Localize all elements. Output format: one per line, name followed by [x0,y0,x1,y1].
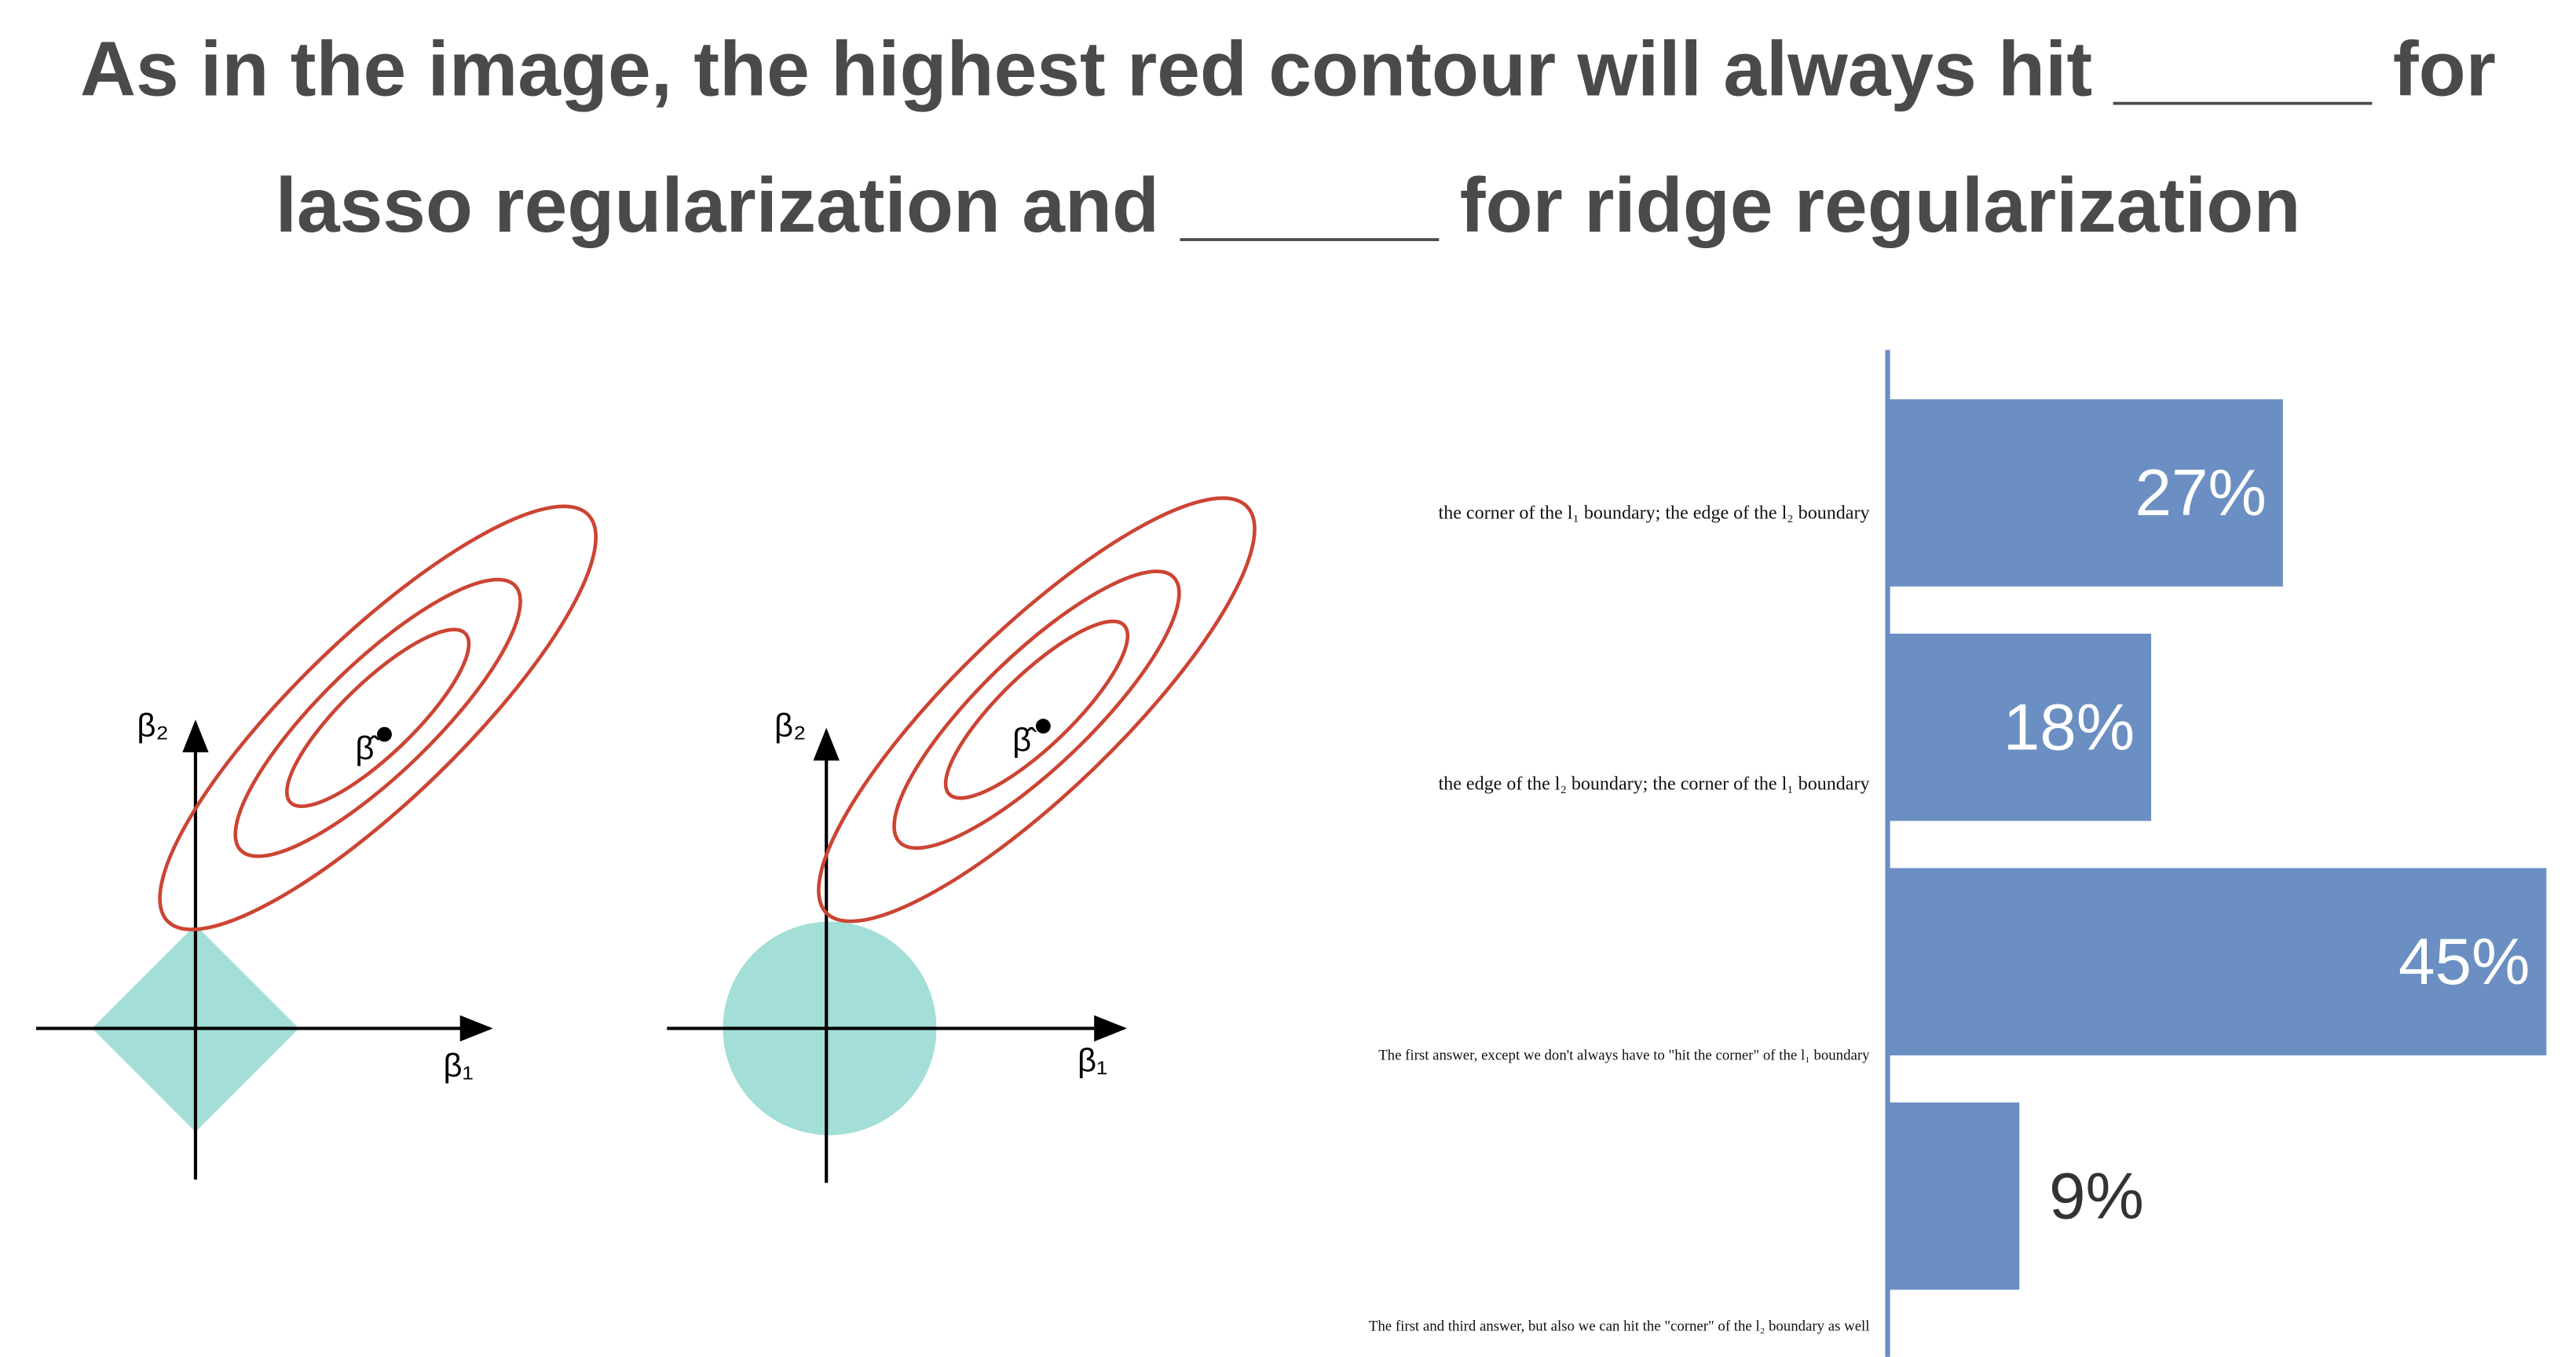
bar-chart: 27% the corner of the l₁ boundary; the ed… [1369,349,2547,1357]
bar [1887,399,2283,587]
beta-hat: β̂ [1012,722,1037,759]
beta2-label: β₂ [137,707,168,744]
beta-hat: β̂ [355,730,379,766]
title-box: As in the image, the highest red contour… [80,24,2496,248]
lasso-diagram: β̂ β₂ β₁ [36,504,598,1180]
bar [1887,633,2152,821]
bar [1887,1102,2020,1290]
value-label: 45% [2399,924,2530,998]
category-label: The first answer, except we don't always… [1378,1047,1870,1063]
category-label: the corner of the l₁ boundary; the edge … [1439,503,1870,523]
beta2-label: β₂ [774,707,806,744]
title: As in the image, the highest red contour… [80,24,2496,248]
contours [158,504,598,931]
value-label: 18% [2003,690,2135,764]
beta1-label: β₁ [1078,1042,1107,1079]
ridge-diagram: β̂ β₂ β₁ [667,496,1257,1183]
contours [817,496,1257,924]
value-label: 27% [2135,455,2266,529]
category-label: The first and third answer, but also we … [1369,1319,1870,1335]
point [377,726,392,742]
value-label: 9% [2049,1159,2144,1233]
category-label: the edge of the l₂ boundary; the corner … [1439,774,1870,794]
point [1035,719,1051,734]
beta1-label: β₁ [444,1047,474,1084]
bar [1887,868,2547,1055]
